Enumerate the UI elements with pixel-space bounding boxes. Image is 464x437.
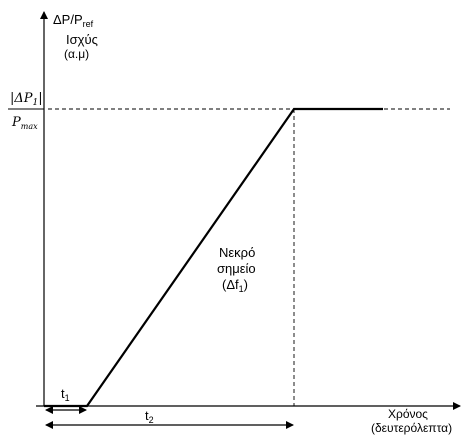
x-axis-label: Χρόνος: [388, 407, 428, 421]
y-tick-numerator: |ΔP1|: [10, 91, 43, 108]
y-axis-label: ΔP/Pref: [53, 12, 94, 29]
annotation-line3: (Δf1): [222, 277, 248, 294]
y-tick-denominator: Pmax: [11, 115, 38, 131]
annotation-line1: Νεκρό: [219, 245, 255, 260]
y-axis-label-quantity: Ισχύς: [66, 32, 98, 47]
power-ramp-curve: [44, 107, 383, 408]
annotation-line2: σημείο: [217, 261, 256, 276]
t1-label: t1: [61, 386, 70, 403]
y-axis-label-unit: (α.μ): [64, 47, 89, 61]
x-axis-label-unit: (δευτερόλεπτα): [371, 421, 452, 435]
t2-label: t2: [145, 408, 154, 425]
